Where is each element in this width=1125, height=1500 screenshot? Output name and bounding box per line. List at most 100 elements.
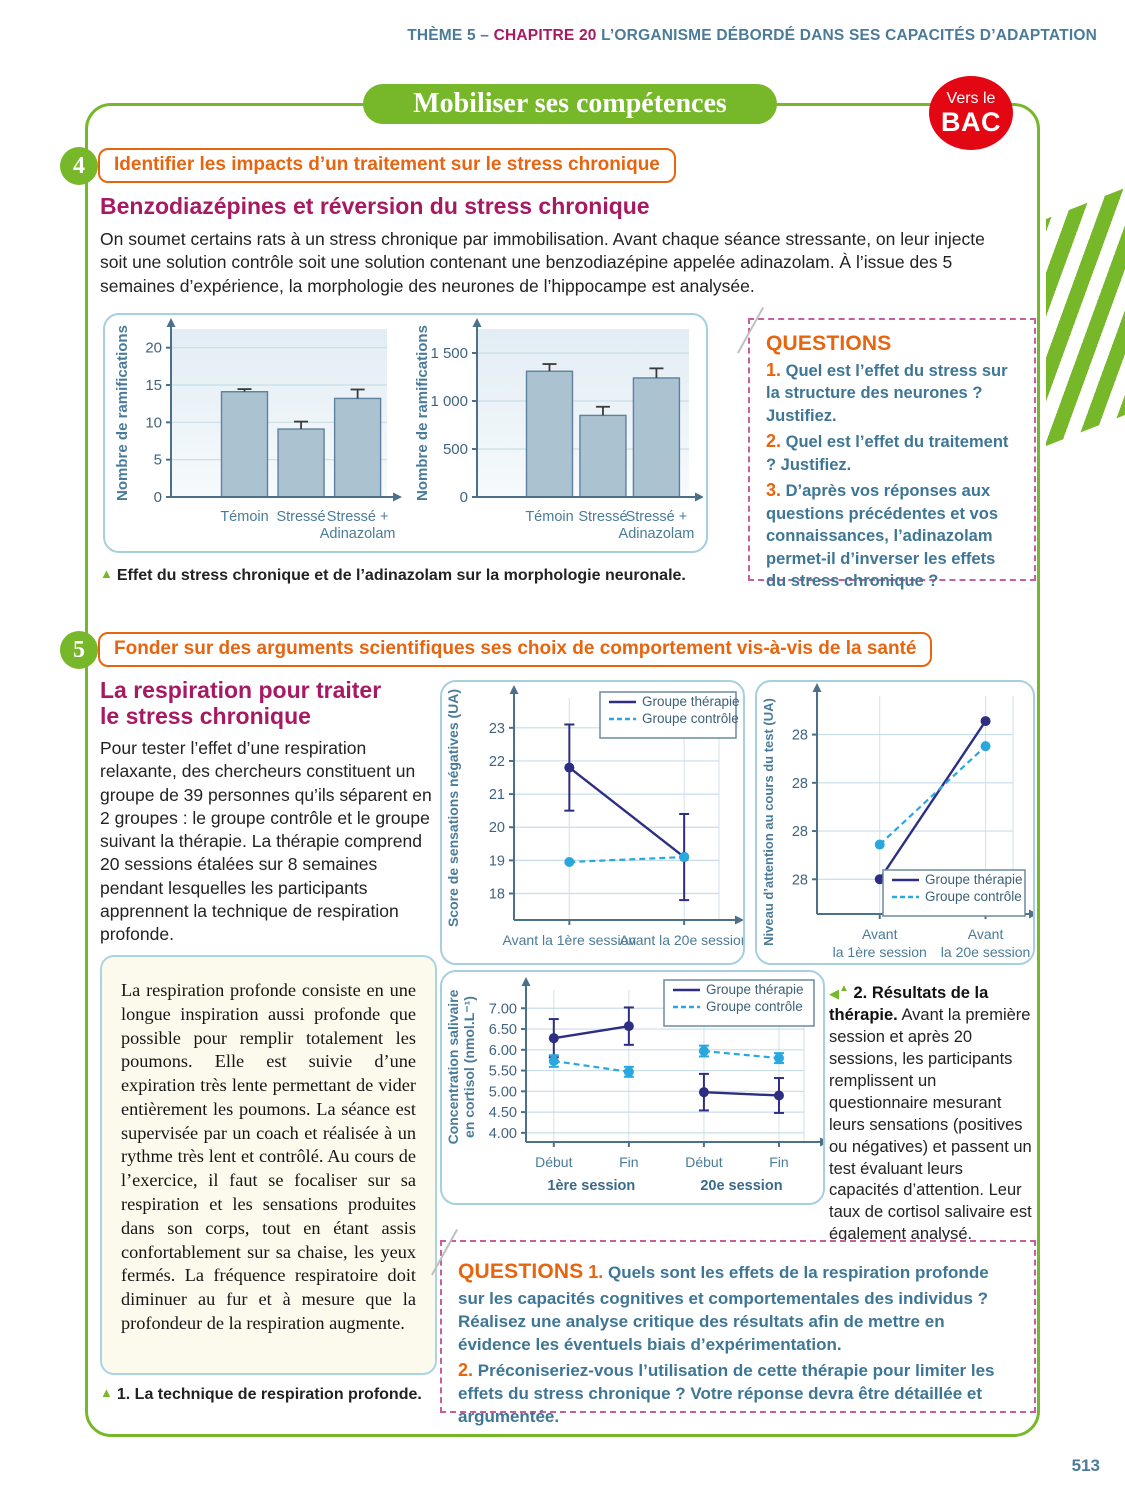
exercise4-number: 4	[60, 147, 98, 185]
svg-text:28: 28	[792, 728, 808, 744]
svg-text:Groupe thérapie: Groupe thérapie	[642, 694, 740, 709]
figure4-caption-text: Effet du stress chronique et de l’adinaz…	[116, 567, 686, 584]
question-item: 2. Préconiseriez-vous l’utilisation de c…	[458, 1358, 1018, 1429]
svg-text:28: 28	[792, 776, 808, 792]
svg-text:20: 20	[489, 820, 505, 836]
question-item: 3. D’après vos réponses aux questions pr…	[766, 478, 1018, 592]
svg-text:22: 22	[489, 754, 505, 770]
svg-text:Groupe thérapie: Groupe thérapie	[706, 982, 804, 997]
svg-text:15: 15	[145, 377, 162, 394]
svg-text:en cortisol (nmol.L⁻¹): en cortisol (nmol.L⁻¹)	[461, 996, 477, 1138]
bars	[525, 363, 681, 498]
exercise5-competence: Fonder sur des arguments scientifiques s…	[98, 632, 933, 667]
exercise4-intro: On soumet certains rats à un stress chro…	[100, 229, 985, 296]
page-number: 513	[1071, 1456, 1100, 1475]
ramifications-chart-1-svg: 0 5 10 15 20 Témoin Stressé Stressé +Adinazolam…	[114, 318, 402, 542]
axes: 0 500 1 000 1 500	[430, 318, 703, 506]
exercise4-questions-box: QUESTIONS 1. Quel est l’effet du stress …	[737, 307, 1036, 590]
svg-text:4.00: 4.00	[489, 1126, 517, 1142]
svg-text:7.00: 7.00	[489, 1001, 517, 1017]
svg-text:Adinazolam: Adinazolam	[619, 526, 695, 542]
figure5-2-caption-text: Avant la première session et après 20 se…	[829, 1005, 1032, 1244]
exercise5-intro: Pour tester l’effet d’une respiration re…	[100, 738, 432, 945]
series-Groupe contrôle	[564, 852, 690, 868]
series-Groupe thérapie	[564, 723, 690, 902]
svg-text:21: 21	[489, 787, 505, 803]
svg-text:20: 20	[145, 340, 162, 357]
svg-text:Adinazolam: Adinazolam	[320, 526, 396, 542]
svg-text:Avant la 20e session: Avant la 20e session	[620, 932, 743, 948]
questions4-title: QUESTIONS	[766, 332, 892, 355]
svg-text:Score de sensations négatives: Score de sensations négatives (UA)	[445, 689, 461, 927]
question-item: QUESTIONS 1. Quels sont les effets de la…	[458, 1258, 1018, 1356]
svg-text:1ère session: 1ère session	[547, 1178, 635, 1194]
svg-text:1 500: 1 500	[430, 345, 468, 362]
svg-text:Témoin: Témoin	[525, 509, 573, 525]
question-number: 2.	[766, 431, 782, 452]
svg-text:6.00: 6.00	[489, 1043, 517, 1059]
question-text: Quel est l’effet du stress sur la struct…	[766, 362, 1008, 425]
svg-text:Fin: Fin	[769, 1154, 788, 1170]
theme-label: THÈME 5 –	[407, 27, 494, 44]
svg-text:28: 28	[792, 824, 808, 840]
question-text: Quels sont les effets de la respiration …	[458, 1263, 989, 1354]
badge-line2: BAC	[941, 106, 1001, 137]
exercise5-title: La respiration pour traiter le stress ch…	[100, 677, 382, 729]
figure4-caption: ▲ Effet du stress chronique et de l’adina…	[100, 566, 686, 585]
exercise4-competence: Identifier les impacts d’un traitement s…	[98, 148, 676, 183]
svg-text:6.50: 6.50	[489, 1022, 517, 1038]
attention-chart-svg: 28 28 28 28 Avant la 1ère session Avant la 20e …	[761, 683, 1038, 960]
question-text: Préconiseriez-vous l’utilisation de cett…	[458, 1360, 995, 1427]
question-text: D’après vos réponses aux questions précé…	[766, 482, 998, 591]
x-labels: Début Fin Début Fin 1ère session 20e session	[535, 1154, 789, 1194]
svg-text:Témoin: Témoin	[220, 509, 268, 525]
axes: 28 28 28 28	[792, 683, 1038, 919]
triangle-up-icon: ▲	[100, 566, 113, 581]
svg-text:Stressé: Stressé	[578, 509, 627, 525]
svg-text:5: 5	[154, 452, 162, 469]
triangle-up-icon: ▲	[839, 983, 849, 994]
question-text: Quel est l’effet du traitement ? Justifi…	[766, 433, 1009, 474]
series-Groupe contrôle	[548, 1044, 784, 1078]
legend: Groupe thérapie Groupe contrôle	[663, 979, 815, 1027]
svg-text:0: 0	[154, 489, 162, 506]
svg-text:Concentration salivaire: Concentration salivaire	[445, 989, 461, 1144]
series-Groupe thérapie	[874, 716, 991, 885]
svg-text:18: 18	[489, 886, 505, 902]
question-number: 1.	[766, 360, 782, 380]
legend: Groupe thérapie Groupe contrôle	[882, 869, 1026, 917]
svg-text:la 1ère session: la 1ère session	[833, 944, 927, 960]
triangle-up-icon: ▲	[100, 1385, 113, 1400]
chapter-label: CHAPITRE 20	[493, 27, 597, 44]
svg-text:Stressé: Stressé	[276, 509, 325, 525]
attention-chart-panel: 28 28 28 28 Avant la 1ère session Avant la 20e …	[755, 680, 1038, 965]
svg-text:20e session: 20e session	[700, 1178, 782, 1194]
svg-text:Groupe thérapie: Groupe thérapie	[925, 872, 1023, 887]
svg-text:500: 500	[443, 441, 468, 458]
svg-text:Début: Début	[685, 1154, 722, 1170]
svg-text:23: 23	[489, 721, 505, 737]
svg-text:Début: Début	[535, 1154, 572, 1170]
breathing-technique-doc: La respiration profonde consiste en une …	[100, 955, 437, 1375]
figure5-1-caption-text: 1. La technique de respiration profonde.	[116, 1386, 422, 1403]
svg-text:0: 0	[460, 489, 468, 506]
svg-text:28: 28	[792, 872, 808, 888]
axes: 0 5 10 15 20	[145, 318, 402, 506]
bar-charts-panel: 0 5 10 15 20 Témoin Stressé Stressé + Adinazolam…	[103, 313, 708, 553]
svg-text:5.50: 5.50	[489, 1064, 517, 1080]
figure5-1-caption: ▲ 1. La technique de respiration profonde…	[100, 1385, 422, 1404]
badge-line1: Vers le	[946, 89, 996, 107]
page-header: THÈME 5 – CHAPITRE 20 L’ORGANISME DÉBORD…	[407, 27, 1097, 45]
svg-text:la 20e session: la 20e session	[941, 944, 1031, 960]
svg-text:Stressé +: Stressé +	[626, 509, 688, 525]
exercise4-title: Benzodiazépines et réversion du stress c…	[100, 193, 650, 219]
svg-text:Avant la 1ère session: Avant la 1ère session	[503, 932, 637, 948]
question-number: 3.	[766, 480, 782, 501]
exercise5-questions-box: QUESTIONS 1. Quels sont les effets de la…	[431, 1229, 1036, 1426]
svg-text:Nombre de ramifications: Nombre de ramifications	[414, 325, 431, 501]
triangle-left-icon: ◀	[829, 986, 839, 1001]
